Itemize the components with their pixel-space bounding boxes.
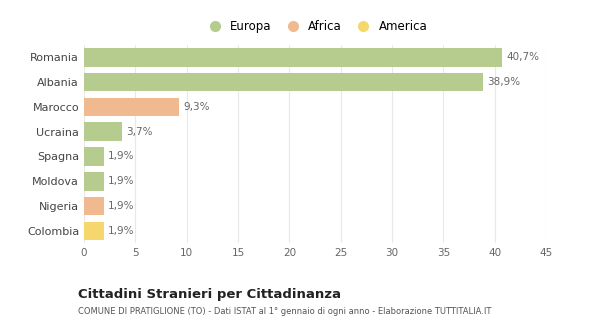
Bar [84, 221, 104, 240]
Text: COMUNE DI PRATIGLIONE (TO) - Dati ISTAT al 1° gennaio di ogni anno - Elaborazion: COMUNE DI PRATIGLIONE (TO) - Dati ISTAT … [78, 307, 491, 316]
Text: 1,9%: 1,9% [107, 226, 134, 236]
Bar [84, 197, 104, 215]
Bar [84, 147, 104, 166]
Text: 1,9%: 1,9% [107, 201, 134, 211]
Bar [84, 172, 104, 190]
Text: 1,9%: 1,9% [107, 151, 134, 161]
Legend: Europa, Africa, America: Europa, Africa, America [198, 15, 432, 37]
Bar [84, 73, 484, 91]
Bar [84, 122, 122, 141]
Text: 38,9%: 38,9% [487, 77, 521, 87]
Text: Cittadini Stranieri per Cittadinanza: Cittadini Stranieri per Cittadinanza [78, 288, 341, 301]
Bar [84, 98, 179, 116]
Text: 3,7%: 3,7% [126, 127, 152, 137]
Text: 9,3%: 9,3% [184, 102, 210, 112]
Text: 1,9%: 1,9% [107, 176, 134, 186]
Text: 40,7%: 40,7% [506, 52, 539, 62]
Bar [84, 48, 502, 67]
